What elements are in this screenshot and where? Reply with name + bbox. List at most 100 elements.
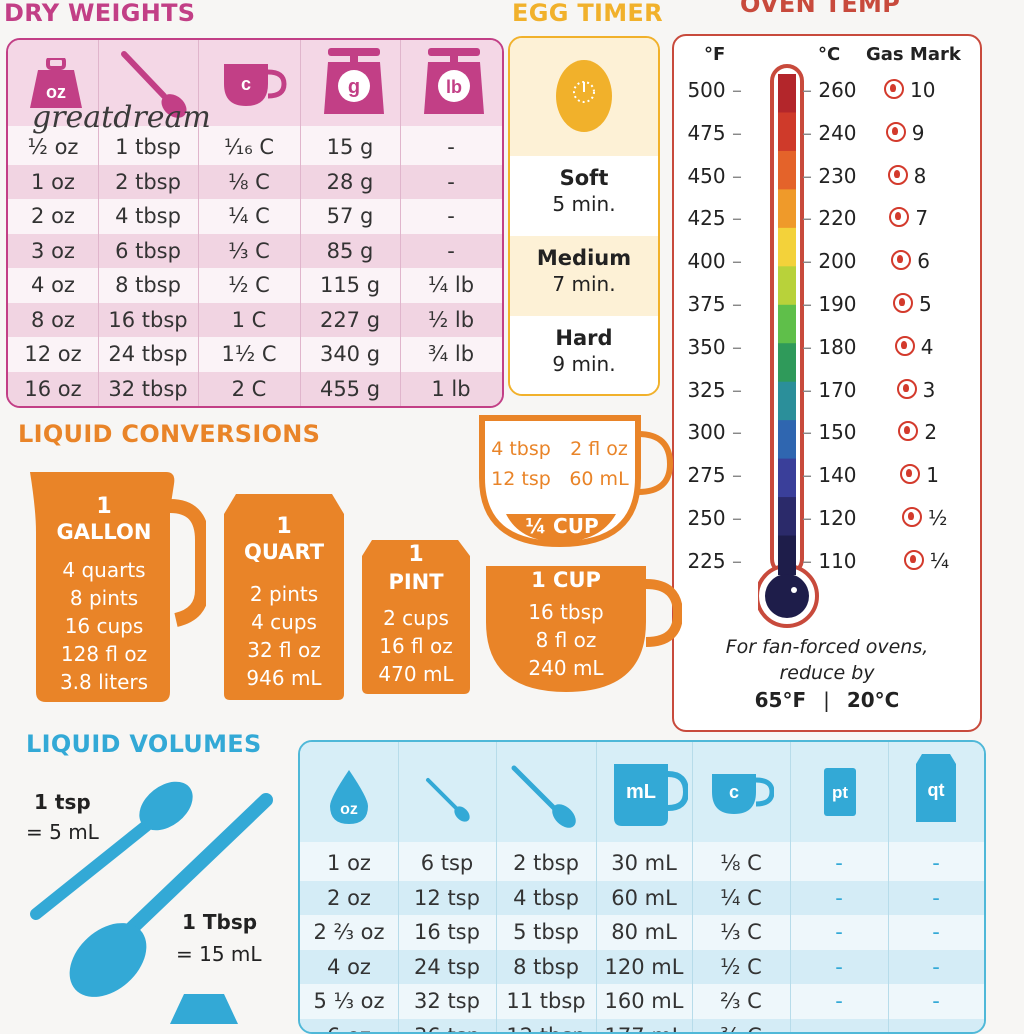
quarter-cup-ml: 60 mL <box>566 468 632 490</box>
egg-hard: Hard 9 min. <box>510 316 658 396</box>
fahrenheit-value-text: 375 <box>687 292 725 316</box>
gas-mark-value: 7 <box>889 206 949 230</box>
fahrenheit-value: 400 – <box>678 249 742 273</box>
table-cell: 85 g <box>300 234 400 268</box>
gas-mark-text: 4 <box>921 335 934 359</box>
tick-mark: – <box>726 164 742 188</box>
egg-hard-name: Hard <box>510 326 658 350</box>
table-cell: 32 tsp <box>398 984 496 1018</box>
fahrenheit-value-text: 250 <box>687 506 725 530</box>
table-cell: - <box>790 915 888 949</box>
celsius-value-text: 180 <box>818 335 856 359</box>
flame-icon <box>898 421 918 441</box>
table-cell: 3 oz <box>8 234 98 268</box>
oven-temp-heading: OVEN TEMP <box>740 0 900 18</box>
table-cell: 15 g <box>300 130 400 164</box>
tick-mark: – <box>802 121 818 145</box>
reduction-separator: | <box>823 688 830 712</box>
table-cell: 57 g <box>300 199 400 233</box>
fahrenheit-header: °F <box>704 44 725 65</box>
fan-forced-note-line2: reduce by <box>674 662 980 684</box>
tick-mark: – <box>802 506 818 530</box>
table-cell: ½ oz <box>8 130 98 164</box>
thermometer-band <box>778 189 796 228</box>
flame-icon <box>884 79 904 99</box>
gas-mark-text: 2 <box>924 420 937 444</box>
fahrenheit-value: 275 – <box>678 463 742 487</box>
fahrenheit-value-text: 500 <box>687 78 725 102</box>
tick-mark: – <box>726 549 742 573</box>
egg-soft-time: 5 min. <box>510 192 658 216</box>
table-cell: 6 tbsp <box>98 234 198 268</box>
liquid-volumes-heading: LIQUID VOLUMES <box>26 730 262 758</box>
flame-icon <box>893 293 913 313</box>
flame-icon <box>886 122 906 142</box>
fahrenheit-value-text: 300 <box>687 420 725 444</box>
egg-timer-heading: EGG TIMER <box>512 0 663 27</box>
table-cell: - <box>888 984 984 1018</box>
celsius-value-text: 170 <box>818 378 856 402</box>
table-cell: ¾ C <box>692 1019 790 1034</box>
table-cell: ½ lb <box>400 303 502 337</box>
fahrenheit-value-text: 275 <box>687 463 725 487</box>
egg-soft: Soft 5 min. <box>510 156 658 238</box>
egg-timer-icon <box>554 52 614 134</box>
egg-medium: Medium 7 min. <box>510 236 658 318</box>
table-cell: 32 tbsp <box>98 372 198 406</box>
tick-mark: – <box>802 292 818 316</box>
gas-mark-text: ¼ <box>930 549 949 573</box>
gallon-line-4: 128 fl oz <box>38 642 170 666</box>
fahrenheit-value-text: 225 <box>687 549 725 573</box>
gallon-line-5: 3.8 liters <box>38 670 170 694</box>
thermometer-band <box>778 536 796 575</box>
celsius-value-text: 150 <box>818 420 856 444</box>
fahrenheit-value-text: 425 <box>687 206 725 230</box>
table-cell: ⅔ C <box>692 984 790 1018</box>
gas-mark-value: ½ <box>902 506 962 530</box>
table-cell: - <box>790 950 888 984</box>
gallon-unit: GALLON <box>38 520 170 544</box>
table-cell: - <box>790 846 888 880</box>
flame-icon <box>897 379 917 399</box>
flame-icon <box>902 507 922 527</box>
quart-line-2: 4 cups <box>222 610 346 634</box>
table-cell: 16 oz <box>8 372 98 406</box>
table-row: 6 oz36 tsp12 tbsp177 mL¾ C-- <box>300 1019 984 1034</box>
gas-mark-value: 1 <box>900 463 960 487</box>
tick-mark: – <box>802 335 818 359</box>
table-cell: 16 tbsp <box>98 303 198 337</box>
fan-forced-note-line1: For fan-forced ovens, <box>674 636 980 658</box>
quart-count: 1 <box>222 514 346 539</box>
table-cell: 2 oz <box>8 199 98 233</box>
tick-mark: – <box>726 206 742 230</box>
tablespoon-icon <box>510 764 582 832</box>
tick-mark: – <box>802 206 818 230</box>
thermometer-band <box>778 382 796 421</box>
svg-text:qt: qt <box>928 780 945 800</box>
gas-mark-text: ½ <box>928 506 947 530</box>
svg-text:oz: oz <box>46 82 66 102</box>
quart-line-4: 946 mL <box>222 666 346 690</box>
fahrenheit-value: 450 – <box>678 164 742 188</box>
table-cell: 30 mL <box>596 846 692 880</box>
table-cell: 1½ C <box>198 337 300 371</box>
fahrenheit-value: 375 – <box>678 292 742 316</box>
quarter-cup-tsp: 12 tsp <box>488 468 554 490</box>
tick-mark: – <box>802 378 818 402</box>
table-cell: ⅛ C <box>198 165 300 199</box>
table-cell: 12 oz <box>8 337 98 371</box>
gas-mark-value: 6 <box>891 249 951 273</box>
pint-line-2: 16 fl oz <box>360 634 472 658</box>
table-cell: 1 oz <box>300 846 398 880</box>
table-cell: 8 tbsp <box>496 950 596 984</box>
celsius-value: – 200 <box>802 249 872 273</box>
cup-icon: c <box>222 58 288 110</box>
fahrenheit-value-text: 400 <box>687 249 725 273</box>
gas-mark-value: 2 <box>898 420 958 444</box>
celsius-value: – 120 <box>802 506 872 530</box>
celsius-value: – 220 <box>802 206 872 230</box>
